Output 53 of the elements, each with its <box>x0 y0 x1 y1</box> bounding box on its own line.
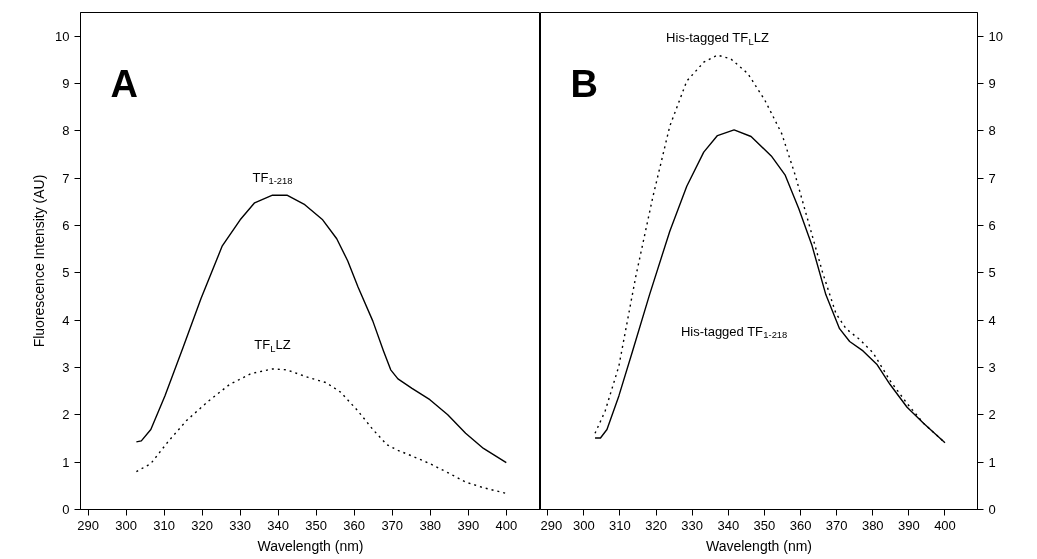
y-tick-label: 3 <box>62 360 70 375</box>
x-tick-label: 300 <box>572 517 595 533</box>
y-tick-label: 1 <box>62 454 70 470</box>
x-tick-label: 380 <box>861 517 884 533</box>
y2-tick-label: 3 <box>988 360 996 375</box>
x-tick-label: 400 <box>934 517 956 533</box>
x-tick-label: 320 <box>645 517 667 533</box>
x-tick-label: 330 <box>229 517 252 533</box>
x-tick-label: 290 <box>540 517 563 533</box>
y-tick-label: 6 <box>62 218 70 233</box>
y-tick-label: 8 <box>62 123 70 139</box>
x-tick-label: 310 <box>153 517 175 533</box>
annotation: A <box>110 62 138 105</box>
x-axis-title: Wavelength (nm) <box>705 537 813 554</box>
x-tick-label: 390 <box>457 517 480 533</box>
x-tick-label: 380 <box>419 517 442 533</box>
line-series <box>135 368 507 495</box>
y2-tick-label: 1 <box>988 454 996 470</box>
y2-tick-label: 5 <box>988 265 996 281</box>
y2-tick-label: 10 <box>988 28 1003 44</box>
x-tick-label: 340 <box>267 517 290 533</box>
x-tick-label: 360 <box>343 517 366 533</box>
x-tick-label: 320 <box>191 517 214 533</box>
x-tick-label: 310 <box>609 517 631 533</box>
x-tick-label: 360 <box>789 517 812 533</box>
x-tick-label: 390 <box>898 517 920 533</box>
y-tick-label: 2 <box>62 407 70 423</box>
x-tick-label: 290 <box>77 517 99 533</box>
x-tick-label: 350 <box>753 517 776 533</box>
y-axis-title: Fluorescence Intensity (AU) <box>31 174 48 348</box>
y-tick-label: 4 <box>62 312 70 328</box>
y-tick-label: 0 <box>62 502 70 517</box>
y2-tick-label: 9 <box>988 76 996 91</box>
y2-tick-label: 0 <box>988 502 996 517</box>
x-tick-label: 330 <box>681 517 704 533</box>
y-tick-label: 5 <box>62 265 70 281</box>
y2-tick-label: 8 <box>988 123 996 139</box>
x-tick-label: 300 <box>115 517 137 533</box>
y2-tick-label: 2 <box>988 407 996 423</box>
y-tick-label: 10 <box>55 28 70 44</box>
x-tick-label: 370 <box>381 517 404 533</box>
y2-tick-label: 6 <box>988 218 996 233</box>
y2-tick-label: 4 <box>988 312 996 328</box>
y-tick-label: 7 <box>62 170 70 186</box>
annotation: B <box>570 62 598 105</box>
x-axis-title: Wavelength (nm) <box>257 537 364 554</box>
y-tick-label: 9 <box>62 76 70 91</box>
x-tick-label: 400 <box>495 517 518 533</box>
x-tick-label: 370 <box>825 517 848 533</box>
x-tick-label: 340 <box>717 517 740 533</box>
x-tick-label: 350 <box>305 517 328 533</box>
y2-tick-label: 7 <box>988 170 996 186</box>
line-series <box>135 194 507 464</box>
